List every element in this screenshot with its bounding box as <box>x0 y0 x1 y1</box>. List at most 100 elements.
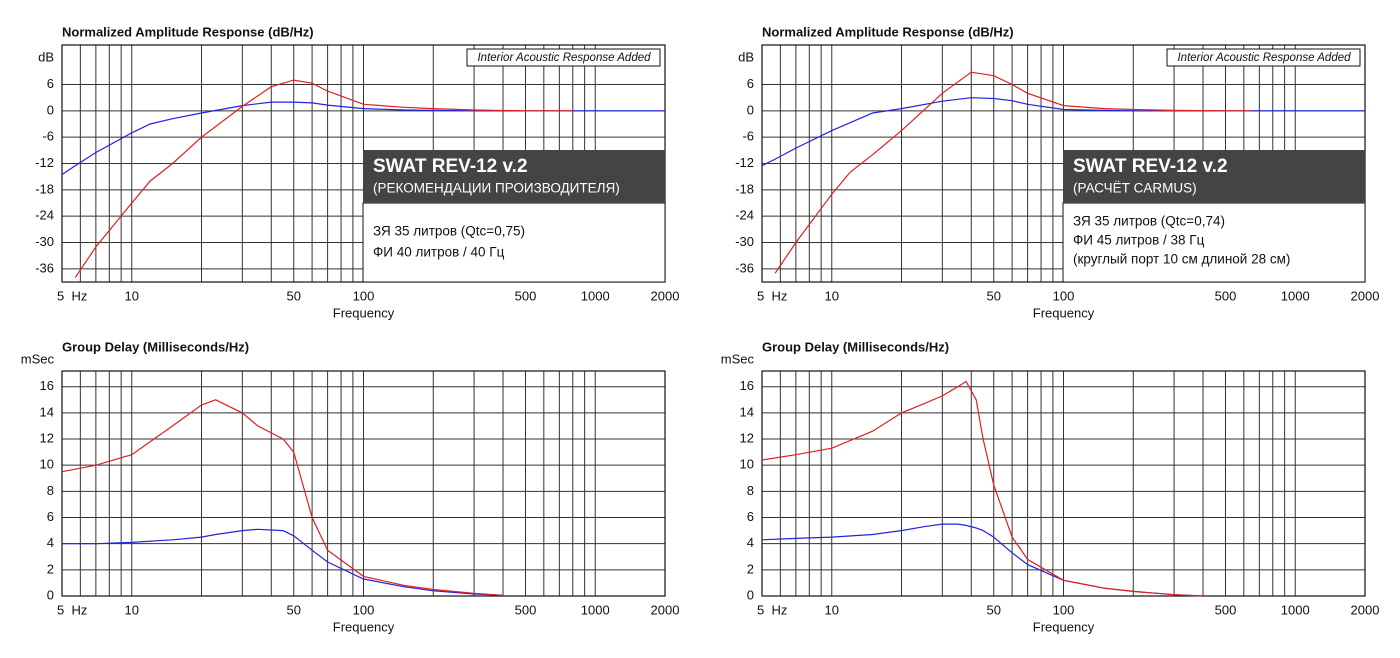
x-tick-label: 100 <box>1053 602 1075 617</box>
x-tick-label: 10 <box>125 288 139 303</box>
x-tick-label: 50 <box>987 288 1001 303</box>
x-tick-label: 5 Hz <box>57 602 87 617</box>
y-tick-label: 12 <box>40 430 54 445</box>
legend-entry: ФИ 40 литров / 40 Гц <box>373 245 505 260</box>
y-tick-label: 10 <box>40 457 54 472</box>
y-tick-label: 0 <box>47 587 54 602</box>
y-tick-label: 14 <box>40 404 54 419</box>
legend-entry: ЗЯ 35 литров (Qtc=0,75) <box>373 224 525 239</box>
x-tick-label: 1000 <box>1281 602 1310 617</box>
note-box <box>466 48 661 67</box>
legend-note: (круглый порт 10 см длиной 28 см) <box>1073 252 1290 267</box>
y-tick-label: -30 <box>35 234 54 249</box>
y-tick-label: -12 <box>35 155 54 170</box>
legend-box <box>1062 202 1366 283</box>
legend-entry: ФИ 45 литров / 38 Гц <box>1073 233 1205 248</box>
x-tick-label: 2000 <box>1351 288 1380 303</box>
x-tick-label: 1000 <box>581 288 610 303</box>
x-tick-label: 100 <box>353 288 375 303</box>
x-tick-label: 5 Hz <box>57 288 87 303</box>
y-tick-label: -6 <box>742 129 754 144</box>
y-axis-label: mSec <box>721 351 755 366</box>
y-tick-label: 12 <box>740 430 754 445</box>
x-tick-label: 5 Hz <box>757 602 787 617</box>
y-tick-label: 4 <box>747 535 754 550</box>
chart-title: Normalized Amplitude Response (dB/Hz) <box>762 24 1014 39</box>
y-tick-label: -12 <box>735 155 754 170</box>
y-tick-label: 8 <box>47 483 54 498</box>
x-tick-label: 10 <box>125 602 139 617</box>
legend-entry: ЗЯ 35 литров (Qtc=0,74) <box>1073 214 1225 229</box>
x-tick-label: 100 <box>1053 288 1075 303</box>
box-title: SWAT REV-12 v.2 <box>373 156 528 177</box>
y-tick-label: -18 <box>735 181 754 196</box>
x-tick-label: 10 <box>825 602 839 617</box>
chart-title: Group Delay (Milliseconds/Hz) <box>762 339 949 354</box>
y-tick-label: 2 <box>47 561 54 576</box>
y-tick-label: 14 <box>740 404 754 419</box>
x-tick-label: 500 <box>1215 602 1237 617</box>
x-axis-label: Frequency <box>333 619 395 634</box>
series-line <box>74 79 573 278</box>
x-axis-label: Frequency <box>1033 619 1095 634</box>
y-tick-label: 6 <box>747 76 754 91</box>
series-line <box>761 380 1204 597</box>
x-tick-label: 1000 <box>581 602 610 617</box>
note-box <box>1166 48 1361 67</box>
x-tick-label: 10 <box>825 288 839 303</box>
y-axis-label: dB <box>38 49 54 64</box>
y-tick-label: -36 <box>35 260 54 275</box>
y-tick-label: 0 <box>747 102 754 117</box>
y-tick-label: 0 <box>747 587 754 602</box>
title-box <box>1063 150 1365 203</box>
x-tick-label: 500 <box>515 288 537 303</box>
title-box <box>363 150 665 203</box>
x-tick-label: 100 <box>353 602 375 617</box>
x-tick-label: 2000 <box>1351 602 1380 617</box>
y-tick-label: 16 <box>40 378 54 393</box>
x-tick-label: 2000 <box>651 602 680 617</box>
x-axis-label: Frequency <box>1033 305 1095 320</box>
y-tick-label: 6 <box>47 76 54 91</box>
y-tick-label: -30 <box>735 234 754 249</box>
y-tick-label: -24 <box>35 208 54 223</box>
y-tick-label: 6 <box>47 509 54 524</box>
x-tick-label: 50 <box>287 602 301 617</box>
box-subtitle: (РЕКОМЕНДАЦИИ ПРОИЗВОДИТЕЛЯ) <box>373 181 620 196</box>
y-tick-label: 4 <box>47 535 54 550</box>
x-tick-label: 1000 <box>1281 288 1310 303</box>
x-tick-label: 500 <box>1215 288 1237 303</box>
y-tick-label: -6 <box>42 129 54 144</box>
legend-box <box>362 202 666 283</box>
plot-border <box>61 370 666 597</box>
series-line <box>61 101 665 175</box>
x-tick-label: 50 <box>987 602 1001 617</box>
x-tick-label: 500 <box>515 602 537 617</box>
y-tick-label: 8 <box>747 483 754 498</box>
x-tick-label: 50 <box>287 288 301 303</box>
y-tick-label: 2 <box>747 561 754 576</box>
y-tick-label: 10 <box>740 457 754 472</box>
chart-title: Normalized Amplitude Response (dB/Hz) <box>62 24 314 39</box>
x-tick-label: 2000 <box>651 288 680 303</box>
box-subtitle: (РАСЧЁТ CARMUS) <box>1073 181 1197 196</box>
box-title: SWAT REV-12 v.2 <box>1073 156 1228 177</box>
note-text: Interior Acoustic Response Added <box>477 52 651 64</box>
series-line <box>61 399 504 596</box>
x-axis-label: Frequency <box>333 305 395 320</box>
series-line <box>62 528 504 596</box>
y-axis-label: mSec <box>21 351 55 366</box>
series-line <box>774 71 1252 274</box>
chart-title: Group Delay (Milliseconds/Hz) <box>62 339 249 354</box>
y-tick-label: 0 <box>47 102 54 117</box>
y-tick-label: -24 <box>735 208 754 223</box>
x-tick-label: 5 Hz <box>757 288 787 303</box>
y-tick-label: -18 <box>35 181 54 196</box>
note-text: Interior Acoustic Response Added <box>1177 52 1351 64</box>
y-tick-label: 16 <box>740 378 754 393</box>
y-tick-label: 6 <box>747 509 754 524</box>
y-axis-label: dB <box>738 49 754 64</box>
y-tick-label: -36 <box>735 260 754 275</box>
plot-border <box>761 370 1366 597</box>
